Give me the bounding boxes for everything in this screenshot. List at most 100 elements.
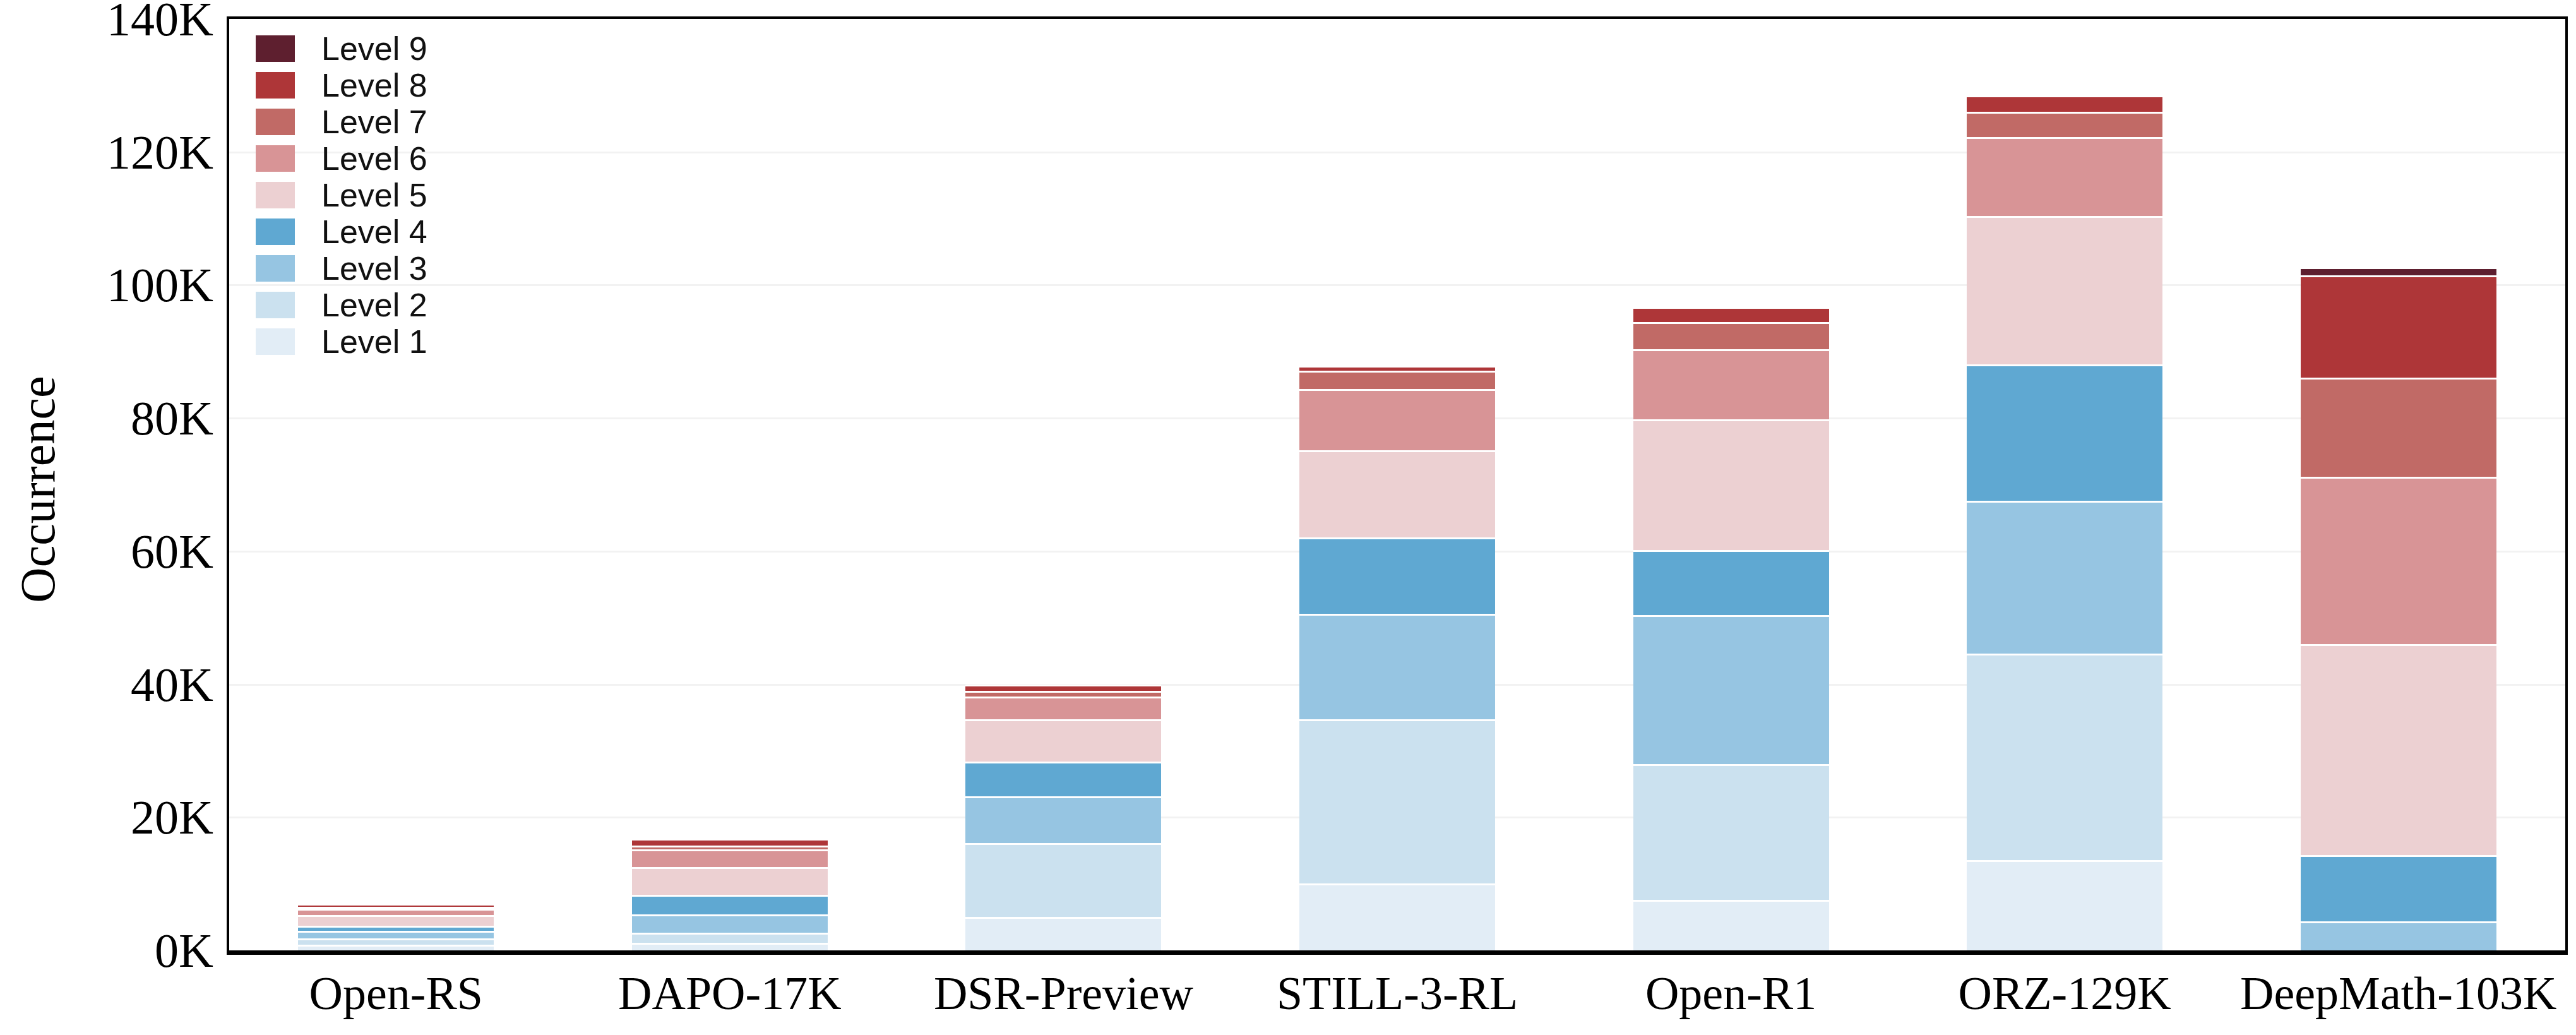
bar-segment-DSR-Preview-level-1 (965, 917, 1161, 950)
bar-segment-DAPO-17K-level-8 (632, 839, 828, 846)
y-tick-label-80K: 80K (0, 394, 213, 442)
legend-swatch-level-8 (256, 72, 295, 99)
gridline-100K (229, 284, 2565, 286)
bar-DeepMath-103K (2301, 267, 2496, 950)
bar-segment-DeepMath-103K-level-4 (2301, 855, 2496, 921)
bar-segment-DSR-Preview-level-7 (965, 691, 1161, 696)
legend-item-level-4: Level 4 (256, 218, 427, 245)
bar-segment-Open-R1-level-6 (1633, 349, 1829, 420)
legend-item-level-2: Level 2 (256, 292, 427, 318)
legend-item-level-6: Level 6 (256, 145, 427, 172)
bar-segment-ORZ-129K-level-4 (1967, 364, 2162, 501)
legend-label: Level 9 (321, 32, 427, 65)
bar-segment-DeepMath-103K-level-5 (2301, 644, 2496, 855)
bar-segment-DeepMath-103K-level-3 (2301, 921, 2496, 950)
bar-segment-ORZ-129K-level-6 (1967, 137, 2162, 216)
bar-Open-R1 (1633, 307, 1829, 950)
legend-item-level-9: Level 9 (256, 35, 427, 62)
x-tick-label-Open-R1: Open-R1 (1554, 968, 1908, 1019)
bar-segment-STILL-3-RL-level-2 (1299, 719, 1495, 883)
bar-segment-Open-RS-level-3 (298, 931, 494, 938)
legend-label: Level 7 (321, 105, 427, 138)
x-tick-label-DAPO-17K: DAPO-17K (553, 968, 907, 1019)
legend-label: Level 8 (321, 69, 427, 102)
legend-swatch-level-1 (256, 328, 295, 355)
legend-item-level-3: Level 3 (256, 255, 427, 282)
legend-swatch-level-4 (256, 218, 295, 245)
bar-segment-Open-RS-level-1 (298, 945, 494, 950)
bar-segment-Open-R1-level-1 (1633, 900, 1829, 950)
legend-label: Level 3 (321, 252, 427, 285)
x-tick-label-DSR-Preview: DSR-Preview (886, 968, 1240, 1019)
bar-segment-STILL-3-RL-level-5 (1299, 450, 1495, 537)
bar-segment-STILL-3-RL-level-6 (1299, 389, 1495, 450)
bar-segment-DAPO-17K-level-5 (632, 867, 828, 894)
bar-segment-Open-RS-level-2 (298, 938, 494, 944)
bar-segment-DSR-Preview-level-6 (965, 697, 1161, 720)
x-tick-label-Open-RS: Open-RS (219, 968, 573, 1019)
bar-segment-ORZ-129K-level-1 (1967, 860, 2162, 950)
bar-segment-DeepMath-103K-level-8 (2301, 275, 2496, 378)
legend-label: Level 6 (321, 142, 427, 175)
legend-swatch-level-7 (256, 109, 295, 135)
bar-segment-DSR-Preview-level-3 (965, 796, 1161, 844)
y-tick-label-20K: 20K (0, 793, 213, 841)
legend-swatch-level-9 (256, 35, 295, 62)
y-tick-label-60K: 60K (0, 527, 213, 575)
legend-label: Level 1 (321, 325, 427, 358)
stacked-bar-chart-figure: Occurrence 0K20K40K60K80K100K120K140K Op… (0, 0, 2576, 1035)
bar-STILL-3-RL (1299, 366, 1495, 950)
y-tick-label-100K: 100K (0, 261, 213, 309)
legend-swatch-level-2 (256, 292, 295, 318)
bar-segment-STILL-3-RL-level-8 (1299, 366, 1495, 371)
bar-segment-Open-R1-level-5 (1633, 419, 1829, 550)
bar-segment-STILL-3-RL-level-4 (1299, 537, 1495, 614)
bar-segment-ORZ-129K-level-5 (1967, 216, 2162, 364)
legend-item-level-8: Level 8 (256, 72, 427, 99)
bar-segment-ORZ-129K-level-7 (1967, 112, 2162, 137)
bar-segment-STILL-3-RL-level-3 (1299, 614, 1495, 720)
bar-segment-DSR-Preview-level-4 (965, 762, 1161, 796)
bar-segment-DAPO-17K-level-4 (632, 895, 828, 915)
x-tick-label-DeepMath-103K: DeepMath-103K (2222, 968, 2575, 1019)
legend-swatch-level-5 (256, 182, 295, 208)
bar-segment-DSR-Preview-level-2 (965, 843, 1161, 917)
bar-segment-DSR-Preview-level-5 (965, 719, 1161, 761)
plot-area (229, 19, 2565, 950)
bar-segment-Open-R1-level-8 (1633, 307, 1829, 322)
bar-segment-DAPO-17K-level-3 (632, 914, 828, 932)
bar-segment-ORZ-129K-level-8 (1967, 95, 2162, 111)
bar-segment-Open-R1-level-3 (1633, 615, 1829, 764)
legend-item-level-7: Level 7 (256, 109, 427, 135)
bar-DAPO-17K (632, 839, 828, 950)
legend-label: Level 2 (321, 289, 427, 321)
y-tick-label-120K: 120K (0, 128, 213, 176)
bar-segment-ORZ-129K-level-3 (1967, 501, 2162, 654)
bar-segment-Open-R1-level-2 (1633, 764, 1829, 900)
legend: Level 9Level 8Level 7Level 6Level 5Level… (256, 35, 427, 365)
legend-swatch-level-3 (256, 255, 295, 282)
legend-label: Level 5 (321, 179, 427, 212)
bar-segment-DSR-Preview-level-8 (965, 685, 1161, 691)
legend-item-level-1: Level 1 (256, 328, 427, 355)
bar-segment-Open-RS-level-4 (298, 926, 494, 931)
bar-segment-DeepMath-103K-level-9 (2301, 267, 2496, 275)
bar-segment-Open-RS-level-5 (298, 915, 494, 926)
gridline-120K (229, 152, 2565, 153)
bar-segment-ORZ-129K-level-2 (1967, 654, 2162, 860)
bar-segment-Open-R1-level-4 (1633, 550, 1829, 615)
bar-segment-DeepMath-103K-level-6 (2301, 477, 2496, 645)
bar-segment-DAPO-17K-level-6 (632, 849, 828, 867)
bar-segment-STILL-3-RL-level-1 (1299, 883, 1495, 950)
bar-segment-Open-RS-level-6 (298, 909, 494, 916)
legend-item-level-5: Level 5 (256, 182, 427, 208)
bar-DSR-Preview (965, 685, 1161, 950)
bar-segment-DeepMath-103K-level-7 (2301, 378, 2496, 477)
bar-segment-Open-R1-level-7 (1633, 322, 1829, 349)
legend-swatch-level-6 (256, 145, 295, 172)
bar-segment-DAPO-17K-level-1 (632, 943, 828, 950)
y-tick-label-40K: 40K (0, 661, 213, 709)
bar-segment-STILL-3-RL-level-7 (1299, 371, 1495, 388)
y-tick-label-140K: 140K (0, 0, 213, 43)
bar-segment-DAPO-17K-level-2 (632, 933, 828, 943)
